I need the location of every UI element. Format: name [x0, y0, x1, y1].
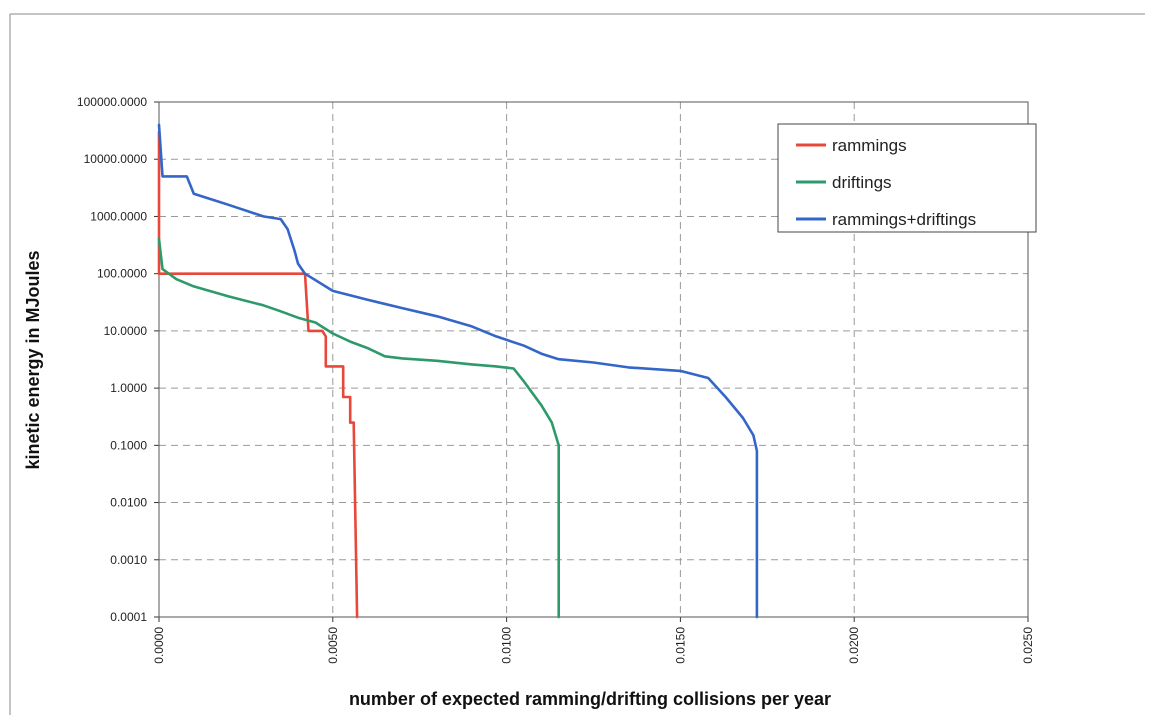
x-tick-label: 0.0200 [847, 627, 861, 664]
y-tick-labels: 100000.0000 10000.0000 1000.0000 100.0000 10… [77, 95, 147, 624]
legend: rammings driftings rammings+driftings [777, 123, 1037, 233]
x-axis-title: number of expected ramming/drifting coll… [349, 689, 831, 709]
x-tick-label: 0.0050 [326, 627, 340, 664]
x-tick-label: 0.0000 [152, 627, 166, 664]
y-tick-label: 100000.0000 [77, 95, 147, 109]
series-layer [157, 123, 759, 619]
legend-label: driftings [832, 173, 892, 192]
series-line-driftings [157, 237, 560, 619]
y-tick-label: 0.0100 [110, 496, 147, 510]
y-tick-label: 1000.0000 [90, 209, 147, 223]
y-tick-label: 10.0000 [104, 324, 148, 338]
plot-area-frame [158, 101, 1029, 618]
y-axis-title: kinetic energy in MJoules [23, 250, 43, 469]
legend-entries: rammings driftings rammings+driftings [796, 136, 976, 229]
x-tick-label: 0.0100 [500, 627, 514, 664]
y-tick-label: 0.0010 [110, 553, 147, 567]
x-tick-label: 0.0150 [673, 627, 687, 664]
series-line-rammings [157, 130, 359, 619]
y-tick-label: 1.0000 [110, 381, 147, 395]
series-line-rammings-driftings [157, 123, 759, 619]
x-tick-label: 0.0250 [1021, 627, 1035, 664]
y-tick-label: 100.0000 [97, 267, 147, 281]
y-tick-label: 0.0001 [110, 610, 147, 624]
y-tick-label: 10000.0000 [84, 152, 148, 166]
y-tick-label: 0.1000 [110, 438, 147, 452]
legend-label: rammings+driftings [832, 210, 976, 229]
legend-label: rammings [832, 136, 907, 155]
x-tick-labels: 0.0000 0.0050 0.0100 0.0150 0.0200 0.0250 [152, 627, 1035, 664]
legend-box [777, 123, 1037, 233]
